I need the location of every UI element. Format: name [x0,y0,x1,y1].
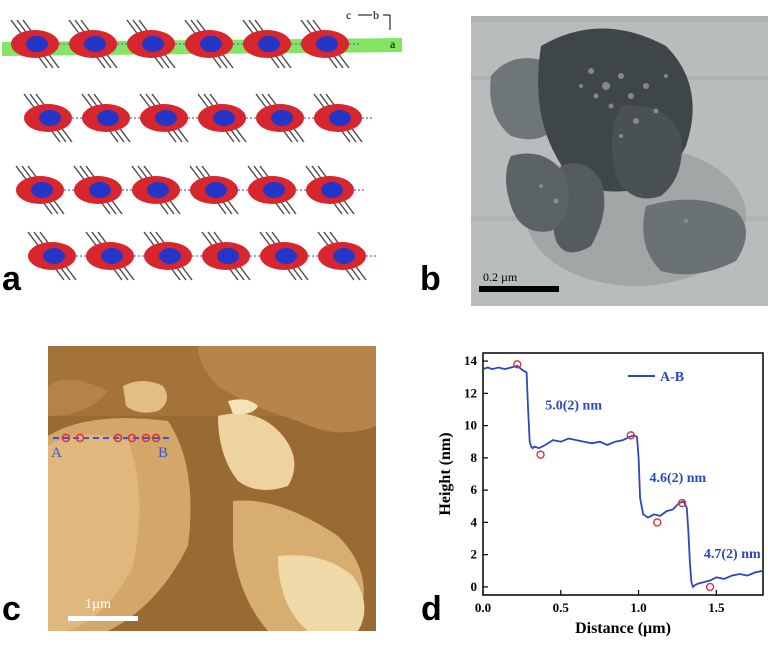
panel-c: c A B 1µm [0,330,400,647]
chart-legend: A-B [628,370,684,385]
tem-scalebar-label: 0.2 µm [483,270,518,284]
y-tick-label: 14 [464,353,478,368]
x-axis-title: Distance (µm) [575,620,671,637]
x-tick-label: 1.0 [630,600,646,615]
panel-a: c b a a [0,0,410,310]
y-tick-label: 4 [471,514,478,529]
profile-marker [677,498,687,508]
x-tick-label: 0.5 [553,600,570,615]
y-tick-label: 8 [471,450,478,465]
panel-d: d 0.0 0.5 1.0 1.5 0 2 4 6 8 10 12 14 5.0(2) nm 4.6(2… [400,330,768,647]
profile-marker [513,360,522,369]
y-tick-label: 6 [471,482,478,497]
x-tick-label: 1.5 [708,600,725,615]
axis-c-label: c [346,8,351,22]
legend-label: A-B [660,370,684,385]
profile-marker [536,450,545,459]
tem-image: 0.2 µm [471,16,768,306]
x-tick-label: 0.0 [475,600,491,615]
y-tick-label: 0 [471,579,478,594]
profile-marker [705,582,715,592]
step-height-annotation: 5.0(2) nm [545,398,602,413]
axis-a-label: a [390,37,396,51]
panel-letter-d: d [421,590,442,628]
y-tick-label: 12 [464,385,477,400]
crystal-structure-image: c b a [2,8,402,281]
axis-b-label: b [373,8,379,22]
profile-marker [626,431,635,440]
y-tick-label: 2 [471,547,478,562]
axis-indicator: c b a [346,8,396,51]
panel-b: b 0.2 µm [415,0,768,310]
y-axis-title: Height (nm) [437,432,454,515]
afm-point-a: A [51,445,62,461]
y-tick-label: 10 [464,418,477,433]
height-profile-chart: 0.0 0.5 1.0 1.5 0 2 4 6 8 10 12 14 5.0(2) nm 4.6(2) … [437,352,764,637]
step-height-annotation: 4.6(2) nm [649,471,706,486]
step-height-annotation: 4.7(2) nm [704,547,761,562]
profile-marker [653,518,662,527]
afm-point-b: B [158,445,168,461]
afm-scalebar-label: 1µm [85,597,111,612]
afm-image: A B 1µm [48,346,376,631]
panel-letter-c: c [2,590,21,628]
panel-letter-a: a [2,260,21,298]
panel-letter-b: b [420,260,441,298]
